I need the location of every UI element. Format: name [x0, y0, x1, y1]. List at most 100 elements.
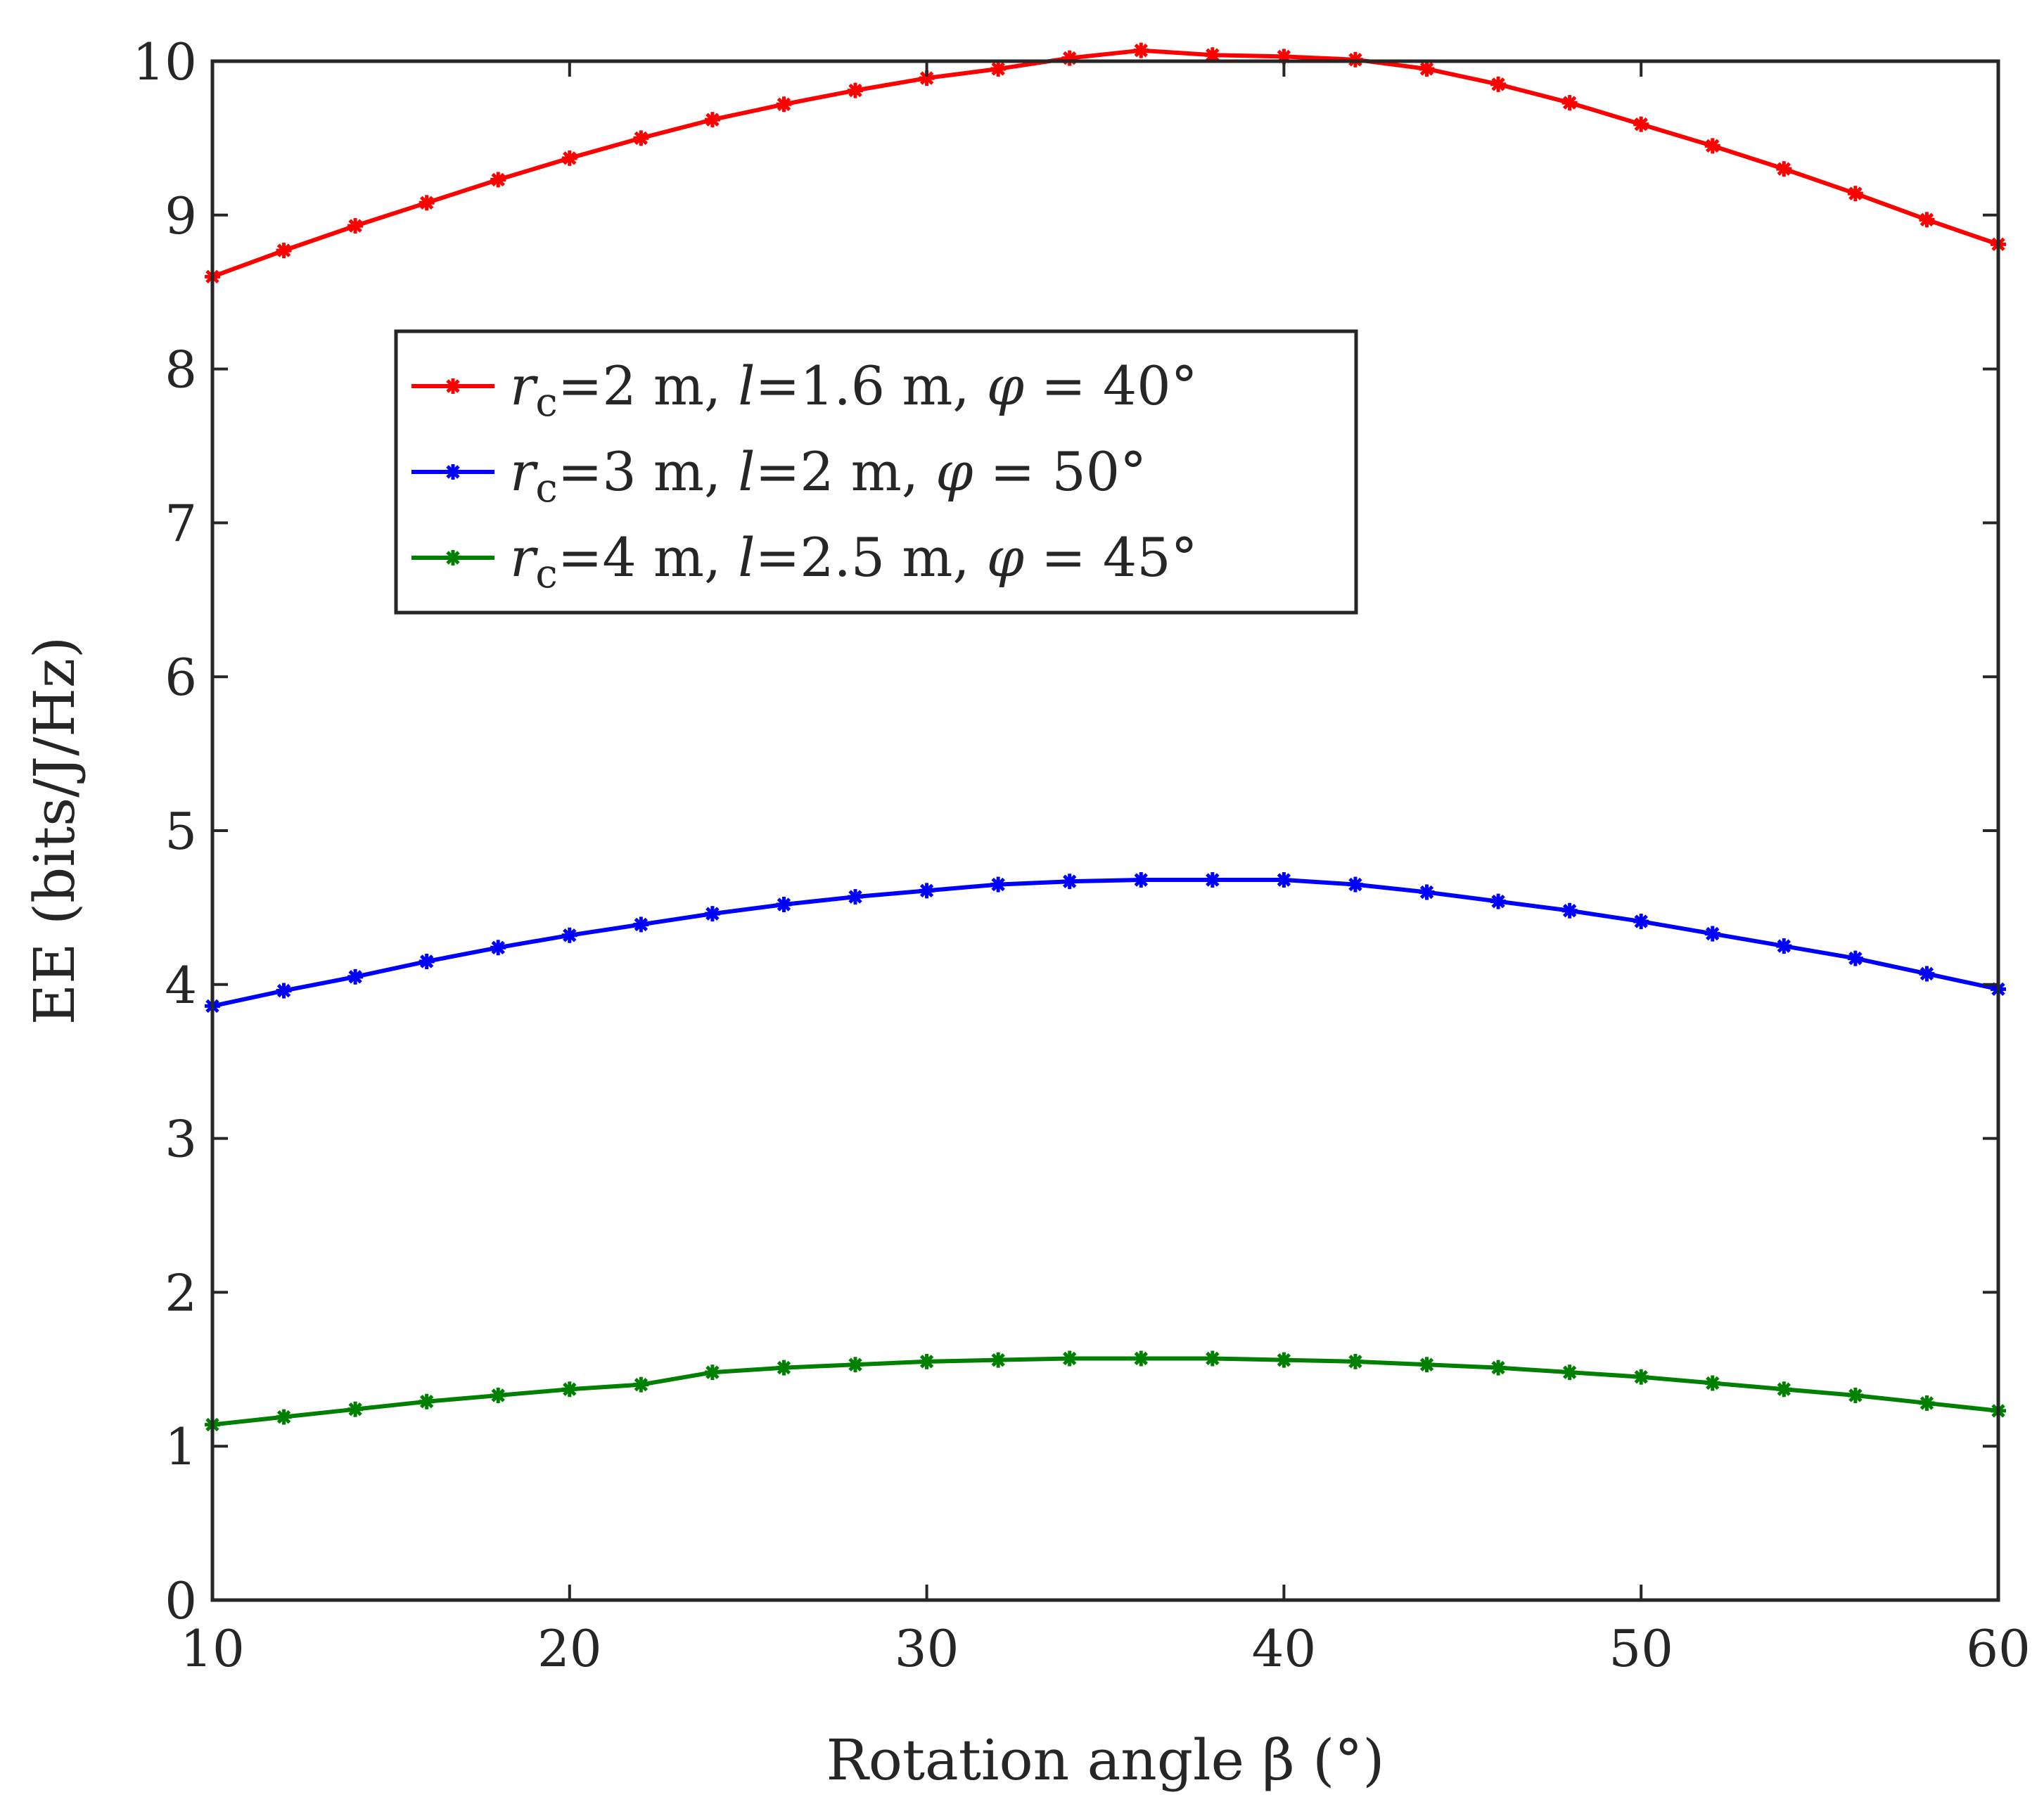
- series-1-point-core: [1494, 79, 1503, 89]
- legend-label: rc=3 m, l=2 m, φ = 50°: [510, 440, 1146, 511]
- series-3-point: [1633, 1369, 1649, 1385]
- series-2-point-core: [494, 943, 503, 952]
- legend-text-part: =1.6 m,: [755, 354, 987, 417]
- y-tick-label: 0: [165, 1571, 197, 1630]
- legend-item-3: rc=4 m, l=2.5 m, φ = 45°: [411, 526, 1198, 597]
- legend-subscript: c: [535, 551, 557, 597]
- series-3-point-core: [1922, 1398, 1931, 1407]
- series-1-point-core: [422, 198, 431, 207]
- series-2-point: [1347, 876, 1363, 893]
- series-2-point-core: [922, 886, 931, 895]
- series-3-point-core: [1565, 1368, 1574, 1377]
- legend-var-phi: φ: [987, 354, 1024, 417]
- series-3-point: [1704, 1375, 1720, 1391]
- series-3-point: [919, 1353, 935, 1369]
- series-3-point-core: [565, 1385, 574, 1394]
- series-2-point: [1276, 872, 1292, 888]
- series-2-point-core: [1494, 897, 1503, 906]
- series-3-point: [1561, 1364, 1578, 1381]
- series-2-point: [848, 889, 864, 905]
- series-3-point: [276, 1409, 292, 1425]
- legend-text-part: =2.5 m,: [755, 526, 987, 589]
- series-3-point-core: [1708, 1379, 1717, 1388]
- series-2-point-core: [422, 957, 431, 966]
- series-1-point: [490, 172, 506, 188]
- series-2-point: [1490, 893, 1507, 909]
- series-1-point-core: [1422, 64, 1431, 73]
- legend-var-r: r: [510, 526, 539, 589]
- series-2-point: [561, 927, 577, 943]
- series-1-point-core: [1922, 215, 1931, 224]
- series-1-point-core: [1780, 165, 1789, 174]
- series-3-point: [1133, 1350, 1149, 1367]
- series-2-point: [347, 968, 364, 985]
- x-tick-label: 50: [1609, 1619, 1673, 1678]
- series-1-point: [633, 130, 649, 146]
- series-1-point: [1847, 186, 1863, 202]
- series-2-point: [1561, 902, 1578, 919]
- series-3-point-core: [422, 1397, 431, 1406]
- y-tick-label: 10: [132, 32, 197, 91]
- series-1-point-core: [279, 246, 288, 255]
- legend-text-part: = 40°: [1024, 354, 1198, 417]
- series-2-point-core: [1708, 929, 1717, 938]
- series-1-line: [211, 48, 1999, 279]
- series-1-point-core: [779, 100, 788, 109]
- series-2-point: [1061, 874, 1078, 890]
- series-3-point-core: [1137, 1354, 1146, 1363]
- legend-box: [394, 329, 1358, 615]
- legend-var-r: r: [510, 354, 539, 417]
- series-3-point-core: [1065, 1354, 1074, 1363]
- series-3: [205, 1350, 2006, 1433]
- series-2-point: [276, 983, 292, 999]
- series-3-point-core: [1494, 1363, 1503, 1372]
- legend-marker: [445, 550, 461, 565]
- y-tick-label: 6: [165, 648, 197, 707]
- series-1-point: [1561, 95, 1578, 111]
- series-1-point: [1061, 50, 1078, 66]
- x-tick-label: 40: [1252, 1619, 1317, 1678]
- series-2-point-core: [1137, 876, 1146, 885]
- legend-label: rc=4 m, l=2.5 m, φ = 45°: [510, 526, 1198, 597]
- series-1-point-core: [994, 64, 1003, 73]
- series-3-point: [1847, 1387, 1863, 1403]
- series-3-point-core: [1780, 1385, 1789, 1394]
- series-2-point-core: [1922, 969, 1931, 978]
- series-2-point-core: [279, 986, 288, 995]
- series-3-point: [633, 1376, 649, 1393]
- series-1-point-core: [922, 74, 931, 83]
- legend-var-l: l: [738, 354, 755, 417]
- series-2-point-core: [1350, 880, 1360, 889]
- axes: 10 20 30 40 50 60 0 1 2 3 4 5 6 7 8 9 10: [132, 32, 2030, 1678]
- series-3-point-core: [708, 1368, 717, 1377]
- series-1-point-core: [1851, 189, 1860, 198]
- series-group: [205, 42, 2006, 1433]
- series-1-point-core: [1279, 52, 1289, 61]
- series-1-point: [776, 96, 792, 113]
- series-2-point: [1133, 872, 1149, 888]
- legend-text-part: =2 m,: [755, 440, 936, 503]
- series-1-point: [1204, 47, 1220, 63]
- series-1-point: [1776, 161, 1792, 177]
- series-3-point: [1419, 1357, 1435, 1373]
- series-1: [205, 42, 2006, 285]
- legend-text-part: = 50°: [973, 440, 1146, 503]
- x-tick-label: 20: [537, 1619, 602, 1678]
- series-2-point: [990, 876, 1007, 893]
- x-tick-label: 60: [1966, 1619, 2031, 1678]
- series-1-point-core: [351, 222, 360, 231]
- series-3-point-core: [494, 1390, 503, 1400]
- y-tick-label: 3: [165, 1110, 197, 1169]
- series-2-point: [1847, 950, 1863, 966]
- series-3-point: [1061, 1350, 1078, 1367]
- series-1-point-core: [1137, 46, 1146, 55]
- series-2-point-core: [994, 880, 1003, 889]
- series-2-point-core: [779, 900, 788, 909]
- series-2-point: [776, 897, 792, 913]
- series-2-point: [704, 906, 720, 922]
- legend-item-1: rc=2 m, l=1.6 m, φ = 40°: [411, 354, 1198, 426]
- series-1-point-core: [1208, 51, 1217, 60]
- series-2-point: [633, 916, 649, 933]
- legend-var-r: r: [510, 440, 539, 503]
